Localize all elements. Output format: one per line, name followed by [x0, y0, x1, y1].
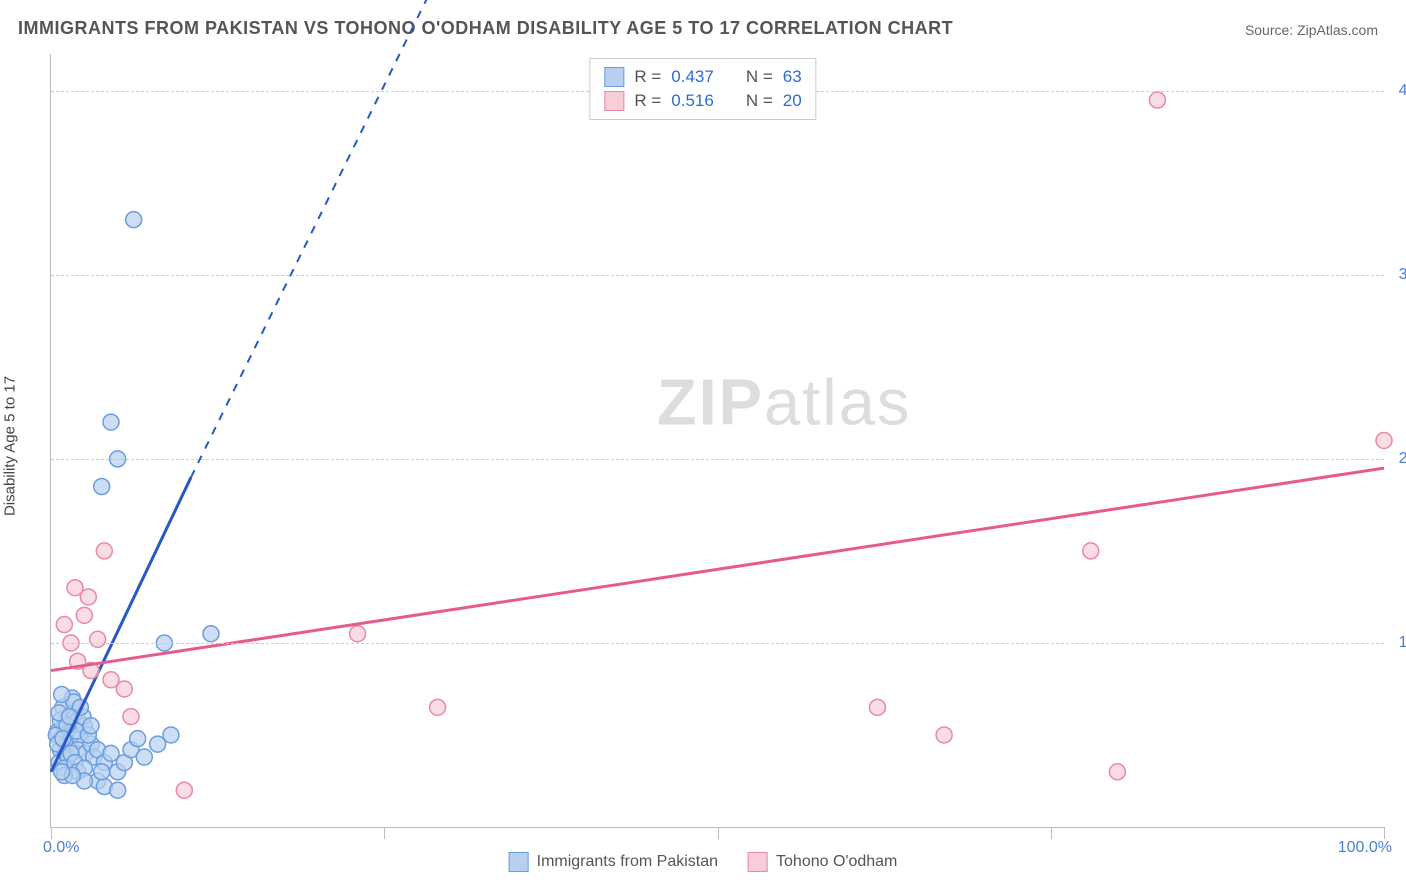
y-axis-title: Disability Age 5 to 17 [2, 376, 19, 516]
trend-extrapolation [191, 0, 518, 477]
data-point [83, 718, 99, 734]
legend-r-label: R = [634, 67, 661, 87]
data-point [1149, 92, 1165, 108]
legend-r-value: 0.437 [671, 67, 714, 87]
data-point [54, 764, 70, 780]
data-point [1109, 764, 1125, 780]
legend-swatch [509, 852, 529, 872]
legend-swatch [604, 67, 624, 87]
data-point [76, 607, 92, 623]
legend-row: R = 0.516 N = 20 [604, 89, 801, 113]
x-axis-max-label: 100.0% [1338, 839, 1392, 857]
legend-r-label: R = [634, 91, 661, 111]
data-point [94, 479, 110, 495]
data-point [936, 727, 952, 743]
data-point [54, 686, 70, 702]
series-legend-item: Tohono O'odham [748, 852, 897, 872]
legend-n-label: N = [746, 91, 773, 111]
data-point [869, 699, 885, 715]
data-point [94, 764, 110, 780]
x-axis-min-label: 0.0% [43, 839, 79, 857]
data-point [163, 727, 179, 743]
series-legend: Immigrants from Pakistan Tohono O'odham [509, 852, 898, 872]
chart-title: IMMIGRANTS FROM PAKISTAN VS TOHONO O'ODH… [18, 18, 953, 39]
y-tick-label: 30.0% [1399, 266, 1406, 284]
legend-n-label: N = [746, 67, 773, 87]
series-legend-item: Immigrants from Pakistan [509, 852, 718, 872]
x-tick [1384, 827, 1385, 839]
x-tick [51, 827, 52, 839]
legend-r-value: 0.516 [671, 91, 714, 111]
data-point [1376, 433, 1392, 449]
legend-row: R = 0.437 N = 63 [604, 65, 801, 89]
data-point [126, 212, 142, 228]
x-tick [718, 827, 719, 839]
data-point [350, 626, 366, 642]
data-point [176, 782, 192, 798]
data-point [130, 731, 146, 747]
y-tick-label: 10.0% [1399, 634, 1406, 652]
data-point [96, 543, 112, 559]
correlation-legend: R = 0.437 N = 63 R = 0.516 N = 20 [589, 58, 816, 120]
trend-line [51, 468, 1384, 670]
data-point [110, 782, 126, 798]
legend-swatch [748, 852, 768, 872]
data-point [56, 617, 72, 633]
x-tick [1051, 827, 1052, 839]
gridline [51, 643, 1384, 644]
gridline [51, 459, 1384, 460]
data-point [103, 414, 119, 430]
data-point [116, 681, 132, 697]
data-point [136, 749, 152, 765]
series-legend-label: Tohono O'odham [776, 853, 897, 871]
data-point [80, 589, 96, 605]
data-point [123, 709, 139, 725]
scatter-svg [51, 54, 1384, 827]
legend-swatch [604, 91, 624, 111]
source-label: Source: ZipAtlas.com [1245, 22, 1378, 38]
data-point [1083, 543, 1099, 559]
legend-n-value: 63 [783, 67, 802, 87]
y-tick-label: 40.0% [1399, 82, 1406, 100]
data-point [430, 699, 446, 715]
y-tick-label: 20.0% [1399, 450, 1406, 468]
x-tick [384, 827, 385, 839]
legend-n-value: 20 [783, 91, 802, 111]
series-legend-label: Immigrants from Pakistan [537, 853, 718, 871]
data-point [90, 631, 106, 647]
gridline [51, 275, 1384, 276]
chart-plot-area: ZIPatlas 0.0% 100.0% 10.0%20.0%30.0%40.0… [50, 54, 1384, 828]
data-point [203, 626, 219, 642]
